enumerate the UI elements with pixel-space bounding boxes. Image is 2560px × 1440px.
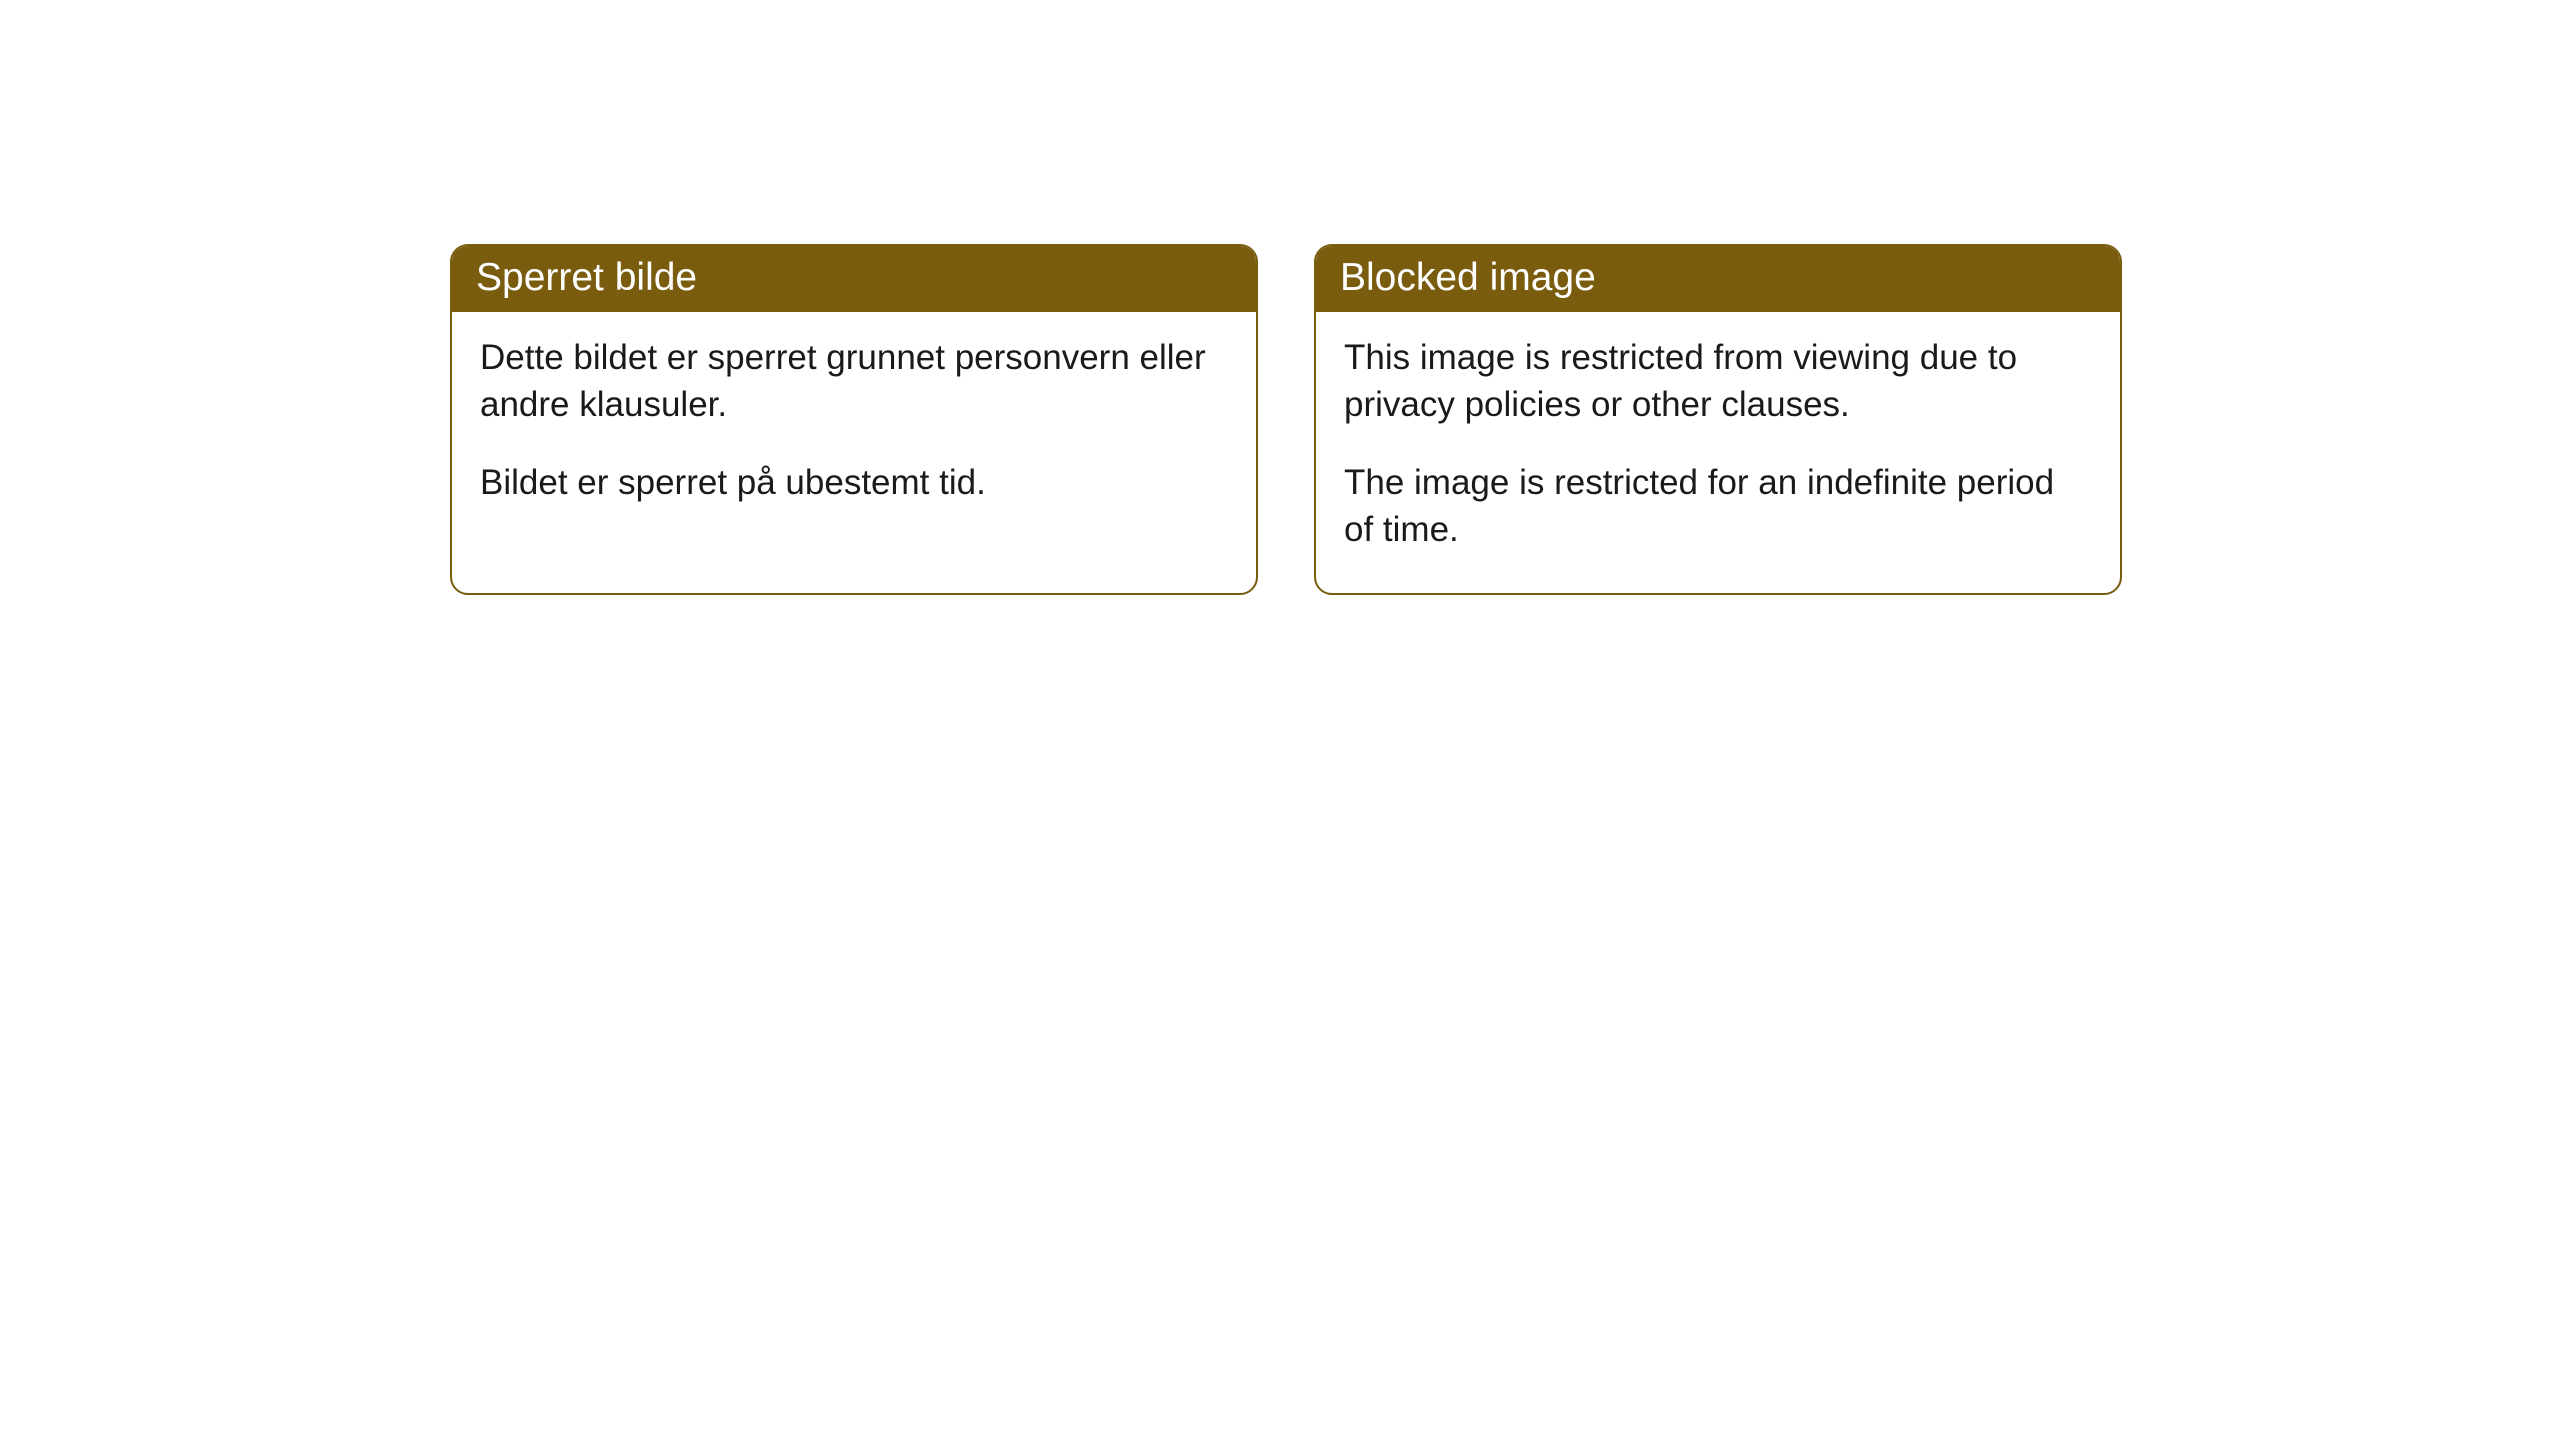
- card-title-english: Blocked image: [1340, 256, 1596, 299]
- card-paragraph-1-english: This image is restricted from viewing du…: [1344, 334, 2092, 429]
- card-english: Blocked image This image is restricted f…: [1314, 244, 2122, 595]
- card-header-english: Blocked image: [1316, 246, 2120, 312]
- card-paragraph-1-norwegian: Dette bildet er sperret grunnet personve…: [480, 334, 1228, 429]
- card-body-english: This image is restricted from viewing du…: [1316, 312, 2120, 593]
- card-norwegian: Sperret bilde Dette bildet er sperret gr…: [450, 244, 1258, 595]
- card-body-norwegian: Dette bildet er sperret grunnet personve…: [452, 312, 1256, 546]
- card-paragraph-2-english: The image is restricted for an indefinit…: [1344, 459, 2092, 554]
- card-paragraph-2-norwegian: Bildet er sperret på ubestemt tid.: [480, 459, 1228, 506]
- card-title-norwegian: Sperret bilde: [476, 256, 697, 299]
- cards-container: Sperret bilde Dette bildet er sperret gr…: [450, 244, 2122, 595]
- card-header-norwegian: Sperret bilde: [452, 246, 1256, 312]
